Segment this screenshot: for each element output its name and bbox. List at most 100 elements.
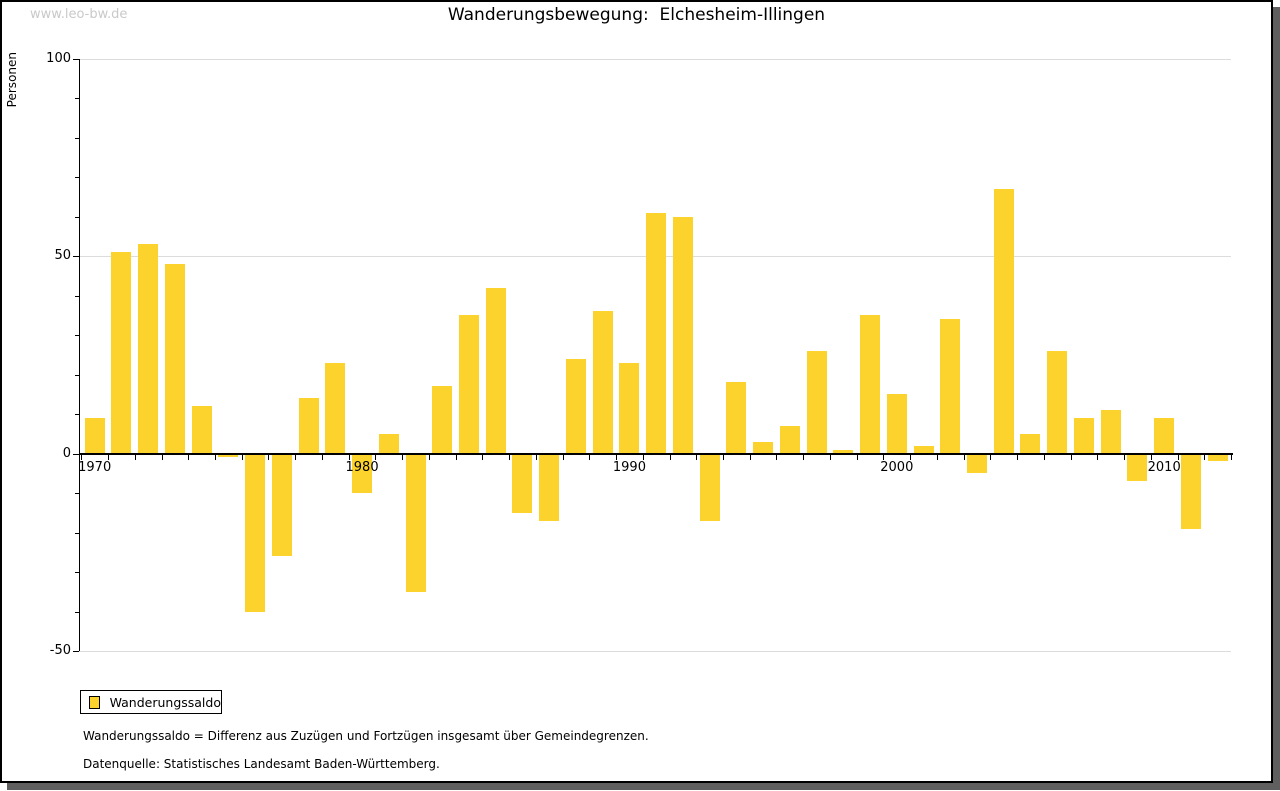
- x-tick-0: [81, 454, 83, 460]
- bar-2011: [1180, 453, 1201, 529]
- y-minor-tick-70: [75, 177, 79, 178]
- y-minor-tick--30: [75, 572, 79, 573]
- x-tick-42: [1204, 454, 1206, 460]
- watermark: www.leo-bw.de: [30, 7, 128, 22]
- x-tick-22: [669, 454, 671, 460]
- x-tick-31: [910, 454, 912, 460]
- x-tick-40: [1150, 454, 1152, 460]
- y-minor-tick-30: [75, 335, 79, 336]
- x-tick-label-1970: 1970: [78, 459, 112, 475]
- page-title: Wanderungsbewegung: Elchesheim-Illingen: [447, 5, 826, 25]
- x-tick-label-2000: 2000: [880, 459, 914, 475]
- bar-1970: [84, 417, 105, 454]
- bar-1985: [485, 287, 506, 454]
- bar-1979: [325, 362, 346, 454]
- bar-1982: [405, 453, 426, 592]
- x-tick-20: [616, 454, 618, 460]
- gridline--50: [79, 651, 1231, 652]
- y-minor-tick--40: [75, 611, 79, 613]
- bar-1993: [699, 453, 720, 521]
- x-tick-37: [1070, 454, 1072, 460]
- x-tick-15: [482, 454, 484, 460]
- x-tick-5: [215, 454, 217, 460]
- y-minor-tick-90: [75, 98, 79, 99]
- y-tick-label--50: -50: [49, 643, 71, 658]
- bar-1973: [164, 263, 185, 454]
- bar-1988: [565, 358, 586, 454]
- x-tick-23: [696, 454, 698, 460]
- x-tick-3: [161, 454, 163, 460]
- bar-1987: [539, 453, 560, 521]
- y-tick-label-50: 50: [54, 248, 71, 263]
- x-tick-8: [295, 454, 297, 460]
- bar-1977: [271, 453, 292, 557]
- x-tick-18: [562, 454, 564, 460]
- bar-1983: [432, 386, 453, 454]
- y-minor-tick-60: [75, 216, 79, 218]
- bar-1990: [619, 362, 640, 454]
- footnote-definition: Wanderungssaldo = Differenz aus Zuzügen …: [83, 729, 649, 743]
- x-tick-29: [856, 454, 858, 460]
- bar-1981: [378, 433, 399, 454]
- bar-1992: [672, 216, 693, 454]
- x-tick-27: [803, 454, 805, 460]
- y-tick-100: [73, 58, 79, 60]
- bar-2008: [1100, 410, 1121, 454]
- x-tick-label-1990: 1990: [612, 459, 646, 475]
- x-tick-12: [402, 454, 404, 460]
- x-tick-38: [1097, 454, 1099, 460]
- y-minor-tick-80: [75, 137, 79, 139]
- bar-1971: [111, 252, 132, 454]
- plot-area: 100 50 0 -50 1970 1980 1990 2000 2010: [2, 2, 1271, 781]
- bar-1986: [512, 453, 533, 513]
- x-tick-39: [1124, 454, 1126, 460]
- bar-1975: [218, 453, 239, 458]
- x-tick-17: [535, 454, 537, 460]
- y-tick-50: [73, 256, 79, 257]
- bar-1995: [753, 441, 774, 454]
- x-tick-label-1980: 1980: [345, 459, 379, 475]
- x-tick-21: [642, 454, 644, 460]
- x-tick-9: [321, 454, 323, 460]
- x-tick-36: [1043, 454, 1045, 460]
- bar-2003: [967, 453, 988, 474]
- bar-1996: [779, 425, 800, 454]
- x-tick-1: [108, 454, 110, 460]
- bar-1984: [459, 315, 480, 454]
- bar-2005: [1020, 433, 1041, 454]
- x-axis-line: [79, 452, 1233, 455]
- bar-2006: [1047, 350, 1068, 454]
- x-tick-label-2010: 2010: [1147, 459, 1181, 475]
- bar-1974: [191, 406, 212, 454]
- x-tick-11: [375, 454, 377, 460]
- bar-2010: [1154, 417, 1175, 454]
- gridline-100: [79, 58, 1231, 60]
- y-tick-label-0: 0: [62, 445, 71, 461]
- bar-2002: [940, 319, 961, 454]
- bar-1972: [138, 244, 159, 454]
- legend-swatch-icon: [89, 695, 100, 709]
- bar-1976: [245, 453, 266, 612]
- y-minor-tick-10: [75, 414, 79, 415]
- bar-2007: [1073, 417, 1094, 454]
- y-minor-tick-40: [75, 295, 79, 297]
- bar-1991: [646, 212, 667, 454]
- y-tick--50: [73, 651, 79, 652]
- x-tick-33: [963, 454, 965, 460]
- legend-label: Wanderungssaldo: [109, 694, 221, 710]
- x-tick-19: [589, 454, 591, 460]
- footnote-source: Datenquelle: Statistisches Landesamt Bad…: [83, 757, 440, 771]
- y-tick-label-100: 100: [46, 50, 71, 66]
- x-tick-34: [990, 454, 992, 460]
- x-tick-43: [1231, 454, 1233, 460]
- bar-2009: [1127, 453, 1148, 482]
- x-tick-32: [936, 454, 938, 460]
- x-tick-7: [268, 454, 270, 460]
- x-tick-26: [776, 454, 778, 460]
- x-tick-2: [134, 454, 136, 460]
- x-tick-16: [509, 454, 511, 460]
- bar-1999: [860, 315, 881, 454]
- bar-1998: [833, 449, 854, 454]
- bar-1978: [298, 398, 319, 454]
- x-tick-35: [1017, 454, 1019, 460]
